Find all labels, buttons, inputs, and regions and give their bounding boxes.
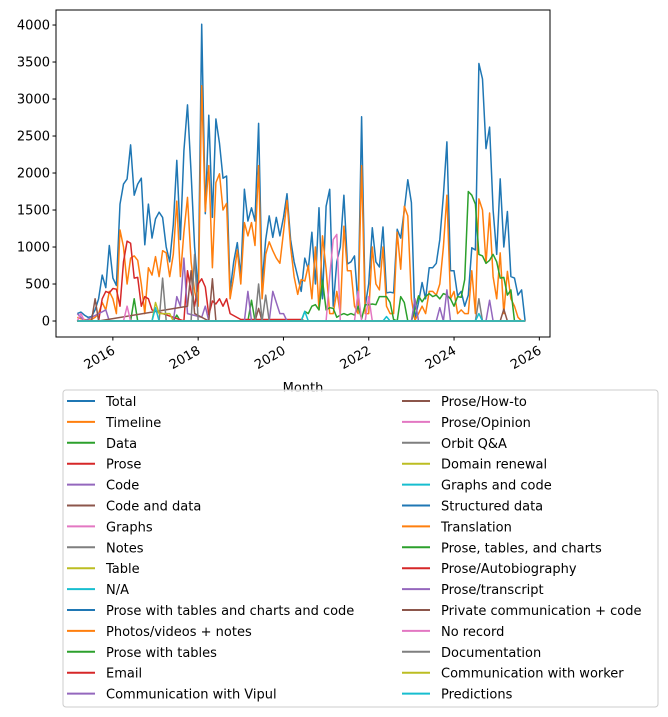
legend-label: Prose/Autobiography (441, 562, 577, 577)
legend-label: Graphs (106, 520, 153, 535)
legend-label: Email (106, 667, 142, 682)
legend-item: Structured data (402, 500, 543, 515)
series-lines (76, 23, 526, 322)
legend-item: Notes (67, 541, 144, 556)
legend-label: Code and data (106, 500, 201, 515)
y-tick-label: 3000 (17, 93, 50, 108)
legend-label: Orbit Q&A (441, 437, 507, 452)
legend-item: Table (67, 562, 140, 577)
y-axis: 0 500 1000 1500 2000 2500 3000 3500 4000 (17, 19, 56, 330)
legend-label: Photos/videos + notes (106, 625, 252, 640)
legend-frame (62, 389, 659, 708)
legend-label: Code (106, 479, 139, 494)
series-line-4 (76, 257, 526, 322)
legend-item: Prose/Opinion (402, 416, 531, 431)
y-tick-label: 4000 (17, 19, 50, 34)
legend-item: Orbit Q&A (402, 437, 507, 452)
legend-label: Documentation (441, 646, 541, 661)
legend-item: Private communication + code (402, 604, 642, 619)
y-tick-label: 500 (25, 278, 50, 293)
legend-label: Communication with Vipul (106, 688, 277, 703)
legend-item: Prose/transcript (402, 583, 544, 598)
legend-label: No record (441, 625, 504, 640)
legend-label: Prose with tables and charts and code (106, 604, 354, 619)
legend-item: N/A (67, 583, 129, 598)
legend-item: Prose (67, 458, 141, 473)
series-line-5 (77, 269, 526, 322)
legend-label: Prose, tables, and charts (441, 541, 602, 556)
y-tick-label: 0 (42, 315, 50, 330)
legend-item: Graphs and code (402, 479, 552, 494)
legend-item: Domain renewal (402, 458, 547, 473)
legend-label: Prose/Opinion (441, 416, 531, 431)
legend-label: Communication with worker (441, 667, 624, 682)
legend-label: Notes (106, 541, 144, 556)
legend-item: Prose/Autobiography (402, 562, 577, 577)
legend-label: Translation (440, 520, 512, 535)
legend-label: Table (105, 562, 140, 577)
series-line-2 (77, 190, 526, 322)
legend-item: Prose with tables (67, 646, 217, 661)
series-line-7 (77, 253, 526, 322)
legend-item: Predictions (402, 688, 513, 703)
legend-item: No record (402, 625, 504, 640)
legend-item: Graphs (67, 520, 153, 535)
legend-item: Photos/videos + notes (67, 625, 252, 640)
series-line-0 (77, 23, 526, 322)
legend-label: Timeline (105, 416, 161, 431)
y-tick-label: 2500 (17, 130, 50, 145)
legend-label: Structured data (441, 500, 543, 515)
legend-item: Email (67, 667, 142, 682)
legend-label: Data (106, 437, 137, 452)
legend-item: Communication with Vipul (67, 688, 277, 703)
legend-item: Total (67, 395, 136, 410)
y-tick-label: 1500 (17, 204, 50, 219)
legend-item: Documentation (402, 646, 541, 661)
y-tick-label: 2000 (17, 167, 50, 182)
legend-label: N/A (106, 583, 129, 598)
legend-item: Prose with tables and charts and code (67, 604, 354, 619)
legend-label: Prose with tables (106, 646, 217, 661)
legend-item: Prose/How-to (402, 395, 527, 410)
legend-item: Timeline (67, 416, 161, 431)
legend-label: Prose/How-to (441, 395, 527, 410)
legend-label: Domain renewal (441, 458, 547, 473)
legend-label: Graphs and code (441, 479, 552, 494)
legend-item: Prose, tables, and charts (402, 541, 602, 556)
legend-item: Data (67, 437, 137, 452)
legend-label: Total (105, 395, 136, 410)
legend-label: Private communication + code (441, 604, 642, 619)
legend-item: Communication with worker (402, 667, 624, 682)
y-tick-label: 1000 (17, 241, 50, 256)
legend-item: Code and data (67, 500, 201, 515)
legend-item: Translation (402, 520, 512, 535)
y-tick-label: 3500 (17, 56, 50, 71)
legend: Total Timeline Data Prose Code Code and data G… (62, 389, 659, 708)
legend-label: Prose (106, 458, 141, 473)
legend-label: Predictions (441, 688, 513, 703)
legend-item: Code (67, 479, 139, 494)
legend-label: Prose/transcript (441, 583, 544, 598)
